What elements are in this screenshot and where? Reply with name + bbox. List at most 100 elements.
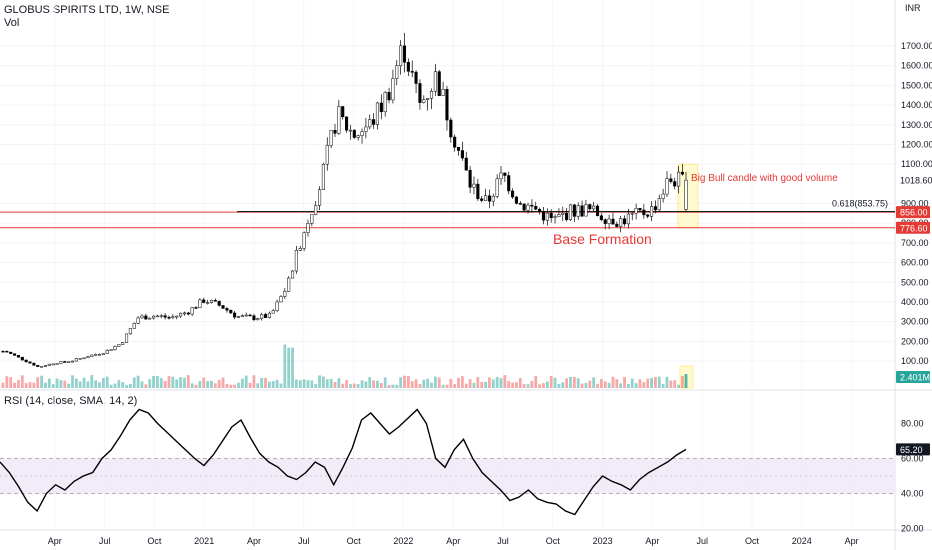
volume-bar [437,377,441,388]
volume-bar-last [684,374,688,388]
volume-bar [94,380,98,388]
volume-bar [260,377,264,388]
candle-up [117,344,121,347]
volume-bar [538,384,542,388]
candle-up [557,214,561,217]
volume-badge-bg [896,371,930,383]
candle-down [572,204,576,217]
annotation-big-bull: Big Bull candle with good volume [691,173,838,184]
volume-bar [599,379,603,388]
candle-up [592,205,596,210]
time-tick-label: Apr [48,536,62,546]
candle-down [221,305,225,309]
volume-bar [221,377,225,388]
candle-up [97,354,102,356]
volume-bar [264,377,267,388]
volume-bar [210,380,213,388]
volume-bar [422,379,426,388]
candle-up [152,315,156,319]
rsi-tick-label: 60.00 [901,454,924,464]
volume-bar [20,375,24,388]
candle-up [198,299,202,309]
volume-bar [569,377,572,388]
candle-up [391,78,395,101]
price-tick-label: 1400.00 [901,100,932,110]
candle-up [287,277,291,292]
candle-down [487,195,491,202]
candle-up [356,135,360,138]
candle-down [410,71,414,73]
candle-up [314,205,318,215]
volume-bar [74,378,78,388]
volume-bar [611,376,615,388]
volume-bar [310,380,314,388]
volume-bar [457,377,460,388]
candle-down [468,169,472,188]
candle-up [318,189,322,206]
candle-up [51,363,55,366]
volume-bar [545,381,549,388]
candle-up [568,204,573,220]
candle-down [511,190,515,198]
volume-bar [576,378,580,388]
candle-up [306,223,310,234]
volume-bar [395,384,399,388]
rsi-value-badge-bg [896,443,930,456]
annotation-base-formation: Base Formation [553,231,652,247]
volume-bar [36,377,40,388]
volume-badge: 2.401M [900,373,930,383]
candle-up [124,333,129,343]
candle-up [553,216,557,219]
time-tick-label: Oct [546,536,561,546]
candle-up [260,314,264,319]
volume-bar [86,381,90,388]
volume-bar [152,375,155,388]
volume-bar [44,382,47,388]
volume-bar [136,375,140,388]
volume-bar [183,377,186,388]
fib-level-label: 0.618(853.75) [832,199,888,209]
volume-bar [445,384,449,388]
candle-up [140,315,144,319]
candle-up [545,212,549,221]
volume-bar [90,375,94,388]
candle-down [163,315,167,318]
candle-down [167,316,171,319]
candle-up [364,126,368,132]
candle-up [337,106,341,134]
volume-bar [128,383,132,388]
volume-bar [383,377,387,388]
candle-up [136,317,140,324]
volume-bar [468,379,472,388]
volume-bar [171,376,175,388]
volume-bar [626,384,630,388]
volume-bar [113,383,117,388]
rsi-label: RSI (14, close, SMA, 14, 2) [4,395,138,407]
volume-bar [167,375,171,388]
candle-down [646,214,650,217]
volume-bar [267,381,271,388]
candle-up [190,307,194,315]
volume-bar [356,383,360,388]
candle-down [225,308,229,311]
candle-up [499,172,503,180]
candle-up [561,213,565,215]
volume-bar [352,383,356,388]
candle-up [634,207,638,214]
volume-bar [287,347,291,388]
candle-down [341,106,345,118]
candle-down [653,206,657,211]
candle-down [248,314,252,317]
volume-bar [17,380,20,388]
candle-up [290,270,295,279]
volume-bar [271,381,275,388]
volume-bar [117,380,121,388]
candle-up [206,302,210,304]
volume-bar [121,382,125,388]
volume-bar [491,379,495,388]
candle-up [325,144,329,165]
candle-up [244,314,248,317]
price-badge-776-bg [896,221,930,234]
volume-bar [503,375,507,388]
